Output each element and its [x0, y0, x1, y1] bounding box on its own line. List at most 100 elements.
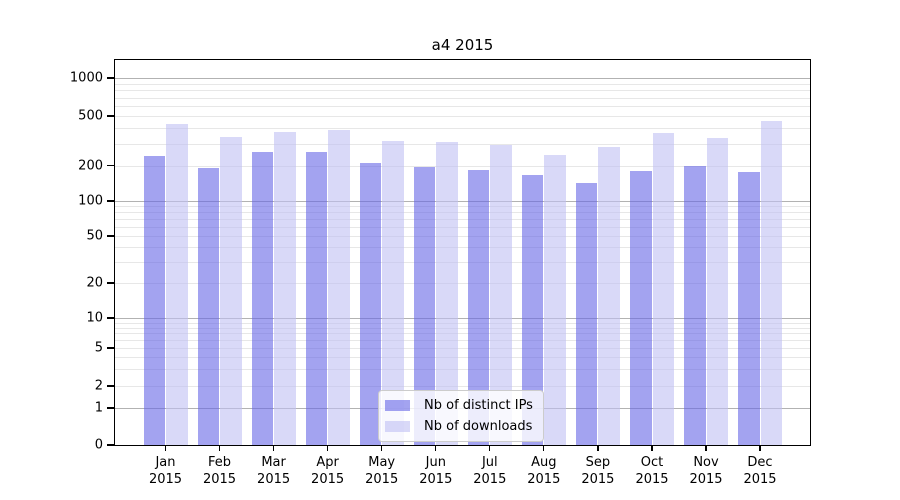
- x-tick-label-mar: Mar 2015: [247, 454, 301, 488]
- x-tick-mark: [435, 445, 437, 451]
- y-tick-label: 1000: [69, 70, 103, 86]
- y-tick-mark: [107, 115, 114, 117]
- bar-nb-of-distinct-ips-jun: [413, 166, 436, 445]
- gridline-minor: [115, 143, 810, 145]
- gridline-minor: [115, 128, 810, 130]
- y-tick-mark: [107, 235, 114, 237]
- x-tick-month: Sep: [585, 455, 611, 470]
- gridline-major: [115, 78, 810, 79]
- x-tick-year: 2015: [743, 472, 777, 487]
- legend-swatch-nb-of-downloads: [385, 421, 410, 432]
- y-tick-mark: [107, 317, 114, 319]
- x-tick-mark: [705, 445, 707, 451]
- bar-nb-of-distinct-ips-aug: [521, 175, 544, 445]
- x-tick-mark: [597, 445, 599, 451]
- y-tick-label: 500: [78, 108, 103, 124]
- y-tick-mark: [107, 407, 114, 409]
- gridline-minor: [115, 116, 810, 117]
- bar-nb-of-downloads-jun: [436, 141, 458, 445]
- y-tick-mark: [107, 282, 114, 284]
- x-tick-year: 2015: [581, 472, 615, 487]
- bar-nb-of-distinct-ips-oct: [630, 170, 652, 445]
- y-tick-mark: [107, 164, 114, 167]
- y-tick-mark: [107, 444, 114, 446]
- x-tick-year: 2015: [202, 472, 237, 487]
- legend-row-nb-of-downloads: Nb of downloads: [385, 419, 533, 434]
- bar-nb-of-downloads-nov: [706, 137, 728, 445]
- plot-area: 1000 500 200 100 50 20 10 5 2 1 0 Jan 2015 Feb 2015 Ma…: [70, 59, 811, 487]
- bar-nb-of-distinct-ips-sep: [575, 183, 598, 445]
- bar-nb-of-downloads-apr: [328, 130, 350, 445]
- x-tick-year: 2015: [148, 472, 183, 487]
- x-tick-mark: [543, 445, 545, 451]
- legend: Nb of distinct IPs Nb of downloads: [378, 390, 544, 442]
- bar-nb-of-downloads-jan: [166, 124, 188, 445]
- x-tick-year: 2015: [635, 472, 669, 487]
- y-tick-label: 200: [78, 158, 103, 173]
- x-tick-label-aug: Aug 2015: [517, 454, 571, 488]
- x-tick-year: 2015: [365, 472, 399, 487]
- bar-nb-of-distinct-ips-jul: [467, 169, 490, 445]
- y-tick-label: 1: [94, 400, 103, 416]
- bar-nb-of-downloads-aug: [544, 154, 566, 445]
- x-tick-mark: [218, 445, 221, 451]
- gridline-minor: [115, 262, 810, 264]
- x-tick-month: Apr: [316, 455, 339, 470]
- y-tick-label: 50: [86, 228, 103, 244]
- bar-nb-of-distinct-ips-may: [359, 162, 382, 445]
- bar-nb-of-downloads-dec: [760, 121, 782, 445]
- gridline-minor: [115, 348, 810, 349]
- bar-nb-of-downloads-jul: [490, 145, 512, 445]
- bar-nb-of-downloads-may: [382, 141, 404, 445]
- x-tick-month: Oct: [640, 455, 664, 470]
- x-tick-label-feb: Feb 2015: [193, 454, 247, 488]
- x-tick-label-jul: Jul 2015: [463, 454, 517, 488]
- y-tick-label: 0: [94, 437, 103, 453]
- y-tick-label: 2: [94, 378, 103, 394]
- x-tick-month: Nov: [693, 455, 719, 470]
- x-tick-mark: [489, 445, 491, 451]
- gridline-minor: [115, 219, 810, 220]
- gridline-minor: [115, 327, 810, 329]
- x-tick-label-nov: Nov 2015: [679, 454, 733, 488]
- gridline-minor: [115, 106, 810, 107]
- bar-nb-of-downloads-sep: [598, 147, 620, 445]
- gridline-minor: [115, 236, 810, 237]
- gridline-minor: [115, 247, 810, 249]
- bar-nb-of-downloads-feb: [220, 136, 242, 445]
- bar-nb-of-distinct-ips-mar: [251, 152, 274, 445]
- x-tick-mark: [326, 445, 329, 451]
- x-tick-label-may: May 2015: [355, 454, 409, 488]
- x-tick-year: 2015: [311, 472, 345, 487]
- x-tick-month: Dec: [747, 455, 773, 470]
- gridline-minor: [115, 226, 810, 228]
- x-tick-mark: [759, 445, 761, 451]
- legend-label-nb-of-downloads: Nb of downloads: [424, 419, 533, 434]
- x-tick-label-dec: Dec 2015: [733, 454, 787, 488]
- x-tick-label-oct: Oct 2015: [625, 454, 679, 488]
- x-tick-month: Aug: [531, 455, 557, 470]
- gridline-minor: [115, 340, 810, 342]
- x-tick-label-jan: Jan 2015: [139, 454, 193, 488]
- gridline-minor: [115, 206, 810, 208]
- gridline-minor: [115, 283, 810, 284]
- x-tick-month: Jul: [481, 455, 498, 470]
- gridline-minor: [115, 369, 810, 371]
- bar-nb-of-distinct-ips-apr: [305, 152, 328, 445]
- x-tick-year: 2015: [689, 472, 723, 487]
- y-tick-label: 100: [78, 193, 103, 209]
- y-tick-label: 10: [86, 310, 103, 326]
- y-tick-label: 20: [86, 275, 103, 291]
- gridline-minor: [115, 357, 810, 359]
- x-tick-month: Feb: [207, 455, 232, 470]
- x-tick-year: 2015: [257, 472, 291, 487]
- x-tick-mark: [381, 445, 383, 451]
- chart-title: a4 2015: [431, 36, 494, 54]
- y-tick-label: 5: [94, 340, 103, 356]
- gridline-major: [115, 318, 810, 319]
- y-tick-mark: [107, 385, 114, 387]
- x-tick-mark: [272, 445, 275, 451]
- bar-nb-of-distinct-ips-feb: [197, 168, 219, 445]
- x-tick-mark: [164, 445, 167, 451]
